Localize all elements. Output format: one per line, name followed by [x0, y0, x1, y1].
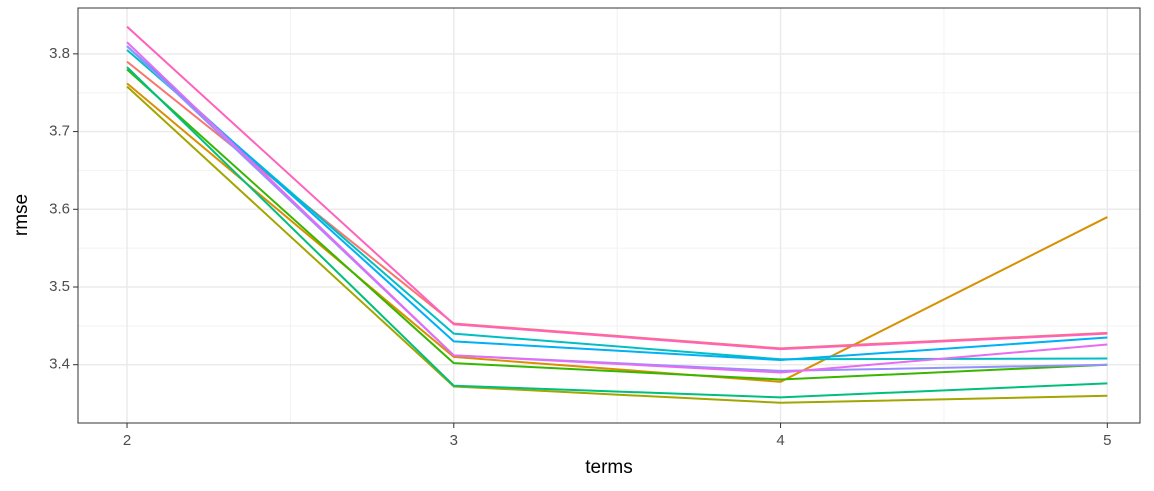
series-line [126, 41, 1108, 374]
panel-border [77, 7, 1141, 424]
x-tick-label: 4 [776, 432, 784, 449]
series-line [126, 82, 1108, 383]
y-tick-label: 3.7 [49, 123, 70, 140]
y-tick-label: 3.6 [49, 200, 70, 217]
x-tick-label: 2 [123, 432, 131, 449]
series-line [126, 25, 1108, 351]
x-axis-title: terms [585, 457, 633, 478]
x-tick-label: 5 [1103, 432, 1111, 449]
series-line [126, 85, 1108, 404]
series-line [126, 66, 1108, 399]
y-tick-label: 3.5 [49, 278, 70, 295]
series-line [126, 68, 1108, 381]
x-tick-label: 3 [450, 432, 458, 449]
series-line [126, 45, 1108, 362]
y-axis-title: rmse [11, 194, 32, 236]
y-tick-label: 3.8 [49, 45, 70, 62]
y-tick-label: 3.4 [49, 356, 70, 373]
